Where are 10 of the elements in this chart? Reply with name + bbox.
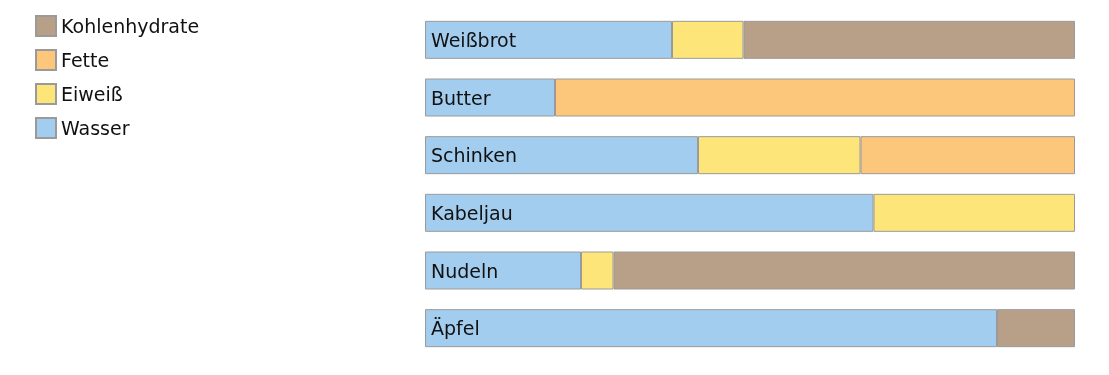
legend-label: Kohlenhydrate — [61, 15, 200, 37]
y-tick-label: Butter — [431, 86, 491, 109]
y-tick-label: Nudeln — [431, 259, 499, 282]
y-tick-label: Schinken — [431, 144, 517, 167]
y-tick-label: Kabeljau — [431, 201, 513, 224]
legend-label: Fette — [61, 49, 110, 71]
legend-label: Eiweiß — [61, 83, 123, 105]
y-tick-label: Weißbrot — [431, 28, 517, 51]
y-tick-label: Äpfel — [431, 317, 480, 340]
legend-label: Wasser — [61, 117, 130, 139]
